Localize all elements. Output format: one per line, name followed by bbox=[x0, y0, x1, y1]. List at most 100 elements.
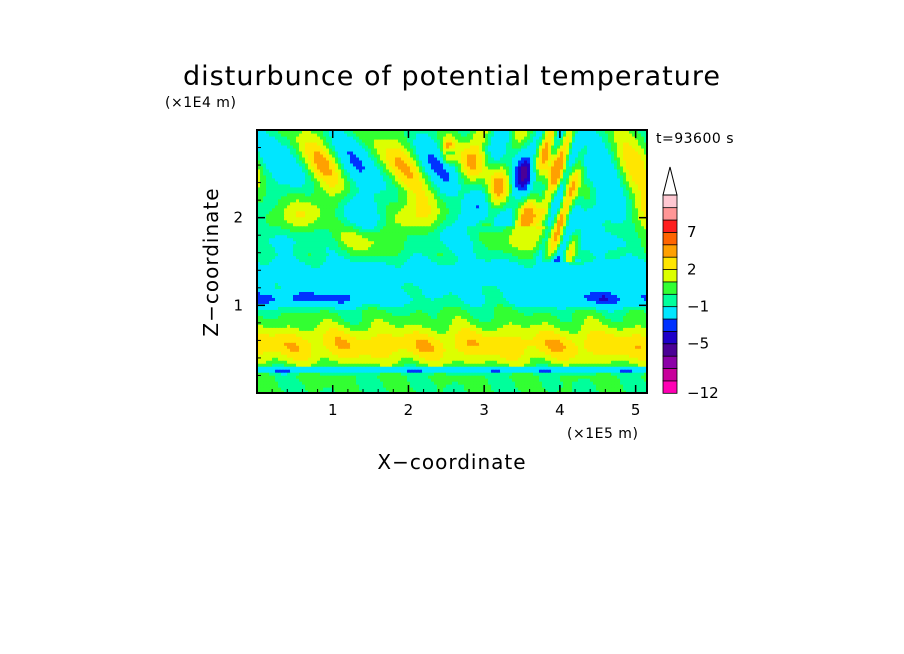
heatmap-cell bbox=[323, 318, 327, 322]
heatmap-cell bbox=[266, 372, 270, 376]
heatmap-cell bbox=[278, 351, 282, 355]
heatmap-cell bbox=[413, 351, 417, 355]
heatmap-cell bbox=[368, 339, 372, 343]
heatmap-cell bbox=[494, 387, 498, 391]
heatmap-cell bbox=[542, 342, 546, 346]
heatmap-cell bbox=[425, 327, 429, 331]
heatmap-cell bbox=[479, 375, 483, 379]
heatmap-cell bbox=[485, 321, 489, 325]
heatmap-cell bbox=[455, 318, 459, 322]
heatmap-cell bbox=[386, 354, 390, 358]
heatmap-cell bbox=[452, 333, 456, 337]
heatmap-cell bbox=[311, 336, 315, 340]
heatmap-cell bbox=[296, 378, 300, 382]
heatmap-cell bbox=[389, 330, 393, 334]
heatmap-cell bbox=[521, 369, 525, 373]
heatmap-cell bbox=[443, 327, 447, 331]
heatmap-cell bbox=[605, 372, 609, 376]
heatmap-cell bbox=[596, 387, 600, 391]
heatmap-cell bbox=[389, 351, 393, 355]
heatmap-cell bbox=[476, 357, 480, 361]
heatmap-cell bbox=[521, 342, 525, 346]
heatmap-cell bbox=[395, 333, 399, 337]
heatmap-cell bbox=[374, 342, 378, 346]
heatmap-cell bbox=[602, 378, 606, 382]
heatmap-cell bbox=[479, 318, 483, 322]
heatmap-cell bbox=[344, 339, 348, 343]
heatmap-cell bbox=[599, 345, 603, 349]
heatmap-cell bbox=[413, 339, 417, 343]
heatmap-cell bbox=[305, 345, 309, 349]
heatmap-cell bbox=[311, 324, 315, 328]
heatmap-cell bbox=[605, 318, 609, 322]
heatmap-cell bbox=[566, 360, 570, 364]
heatmap-cell bbox=[419, 363, 423, 367]
heatmap-cell bbox=[518, 339, 522, 343]
heatmap-cell bbox=[281, 375, 285, 379]
heatmap-cell bbox=[335, 387, 339, 391]
heatmap-cell bbox=[344, 327, 348, 331]
heatmap-cell bbox=[329, 321, 333, 325]
heatmap-cell bbox=[419, 369, 423, 373]
heatmap-cell bbox=[563, 348, 567, 352]
heatmap-cell bbox=[284, 378, 288, 382]
heatmap-cell bbox=[515, 348, 519, 352]
heatmap-cell bbox=[623, 354, 627, 358]
heatmap-cell bbox=[611, 369, 615, 373]
heatmap-cell bbox=[434, 390, 438, 393]
heatmap-cell bbox=[314, 387, 318, 391]
heatmap-cell bbox=[611, 366, 615, 370]
heatmap-cell bbox=[542, 327, 546, 331]
heatmap-cell bbox=[635, 327, 639, 331]
heatmap-cell bbox=[557, 384, 561, 388]
heatmap-cell bbox=[464, 348, 468, 352]
heatmap-cell bbox=[284, 381, 288, 385]
heatmap-cell bbox=[527, 363, 531, 367]
heatmap-cell bbox=[368, 318, 372, 322]
heatmap-cell bbox=[440, 333, 444, 337]
heatmap-cell bbox=[392, 348, 396, 352]
heatmap-cell bbox=[446, 318, 450, 322]
heatmap-cell bbox=[302, 378, 306, 382]
heatmap-cell bbox=[320, 384, 324, 388]
heatmap-cell bbox=[611, 351, 615, 355]
heatmap-cell bbox=[359, 327, 363, 331]
heatmap-cell bbox=[644, 336, 647, 340]
heatmap-cell bbox=[554, 387, 558, 391]
heatmap-cell bbox=[614, 378, 618, 382]
heatmap-cell bbox=[296, 315, 300, 319]
heatmap-cell bbox=[269, 384, 273, 388]
heatmap-cell bbox=[398, 339, 402, 343]
heatmap-cell bbox=[569, 318, 573, 322]
heatmap-cell bbox=[581, 375, 585, 379]
heatmap-cell bbox=[569, 342, 573, 346]
heatmap-cell bbox=[347, 369, 351, 373]
heatmap-cell bbox=[386, 315, 390, 319]
heatmap-cell bbox=[383, 378, 387, 382]
heatmap-cell bbox=[377, 330, 381, 334]
heatmap-cell bbox=[359, 387, 363, 391]
heatmap-cell bbox=[284, 339, 288, 343]
heatmap-cell bbox=[362, 330, 366, 334]
heatmap-cell bbox=[593, 318, 597, 322]
heatmap-cell bbox=[452, 384, 456, 388]
heatmap-cell bbox=[329, 330, 333, 334]
heatmap-cell bbox=[620, 354, 624, 358]
heatmap-cell bbox=[302, 351, 306, 355]
heatmap-cell bbox=[599, 366, 603, 370]
heatmap-cell bbox=[278, 384, 282, 388]
heatmap-cell bbox=[521, 384, 525, 388]
heatmap-cell bbox=[623, 381, 627, 385]
heatmap-cell bbox=[527, 357, 531, 361]
heatmap-cell bbox=[275, 345, 279, 349]
heatmap-cell bbox=[290, 345, 294, 349]
heatmap-cell bbox=[314, 378, 318, 382]
heatmap-cell bbox=[602, 360, 606, 364]
heatmap-cell bbox=[365, 357, 369, 361]
heatmap-cell bbox=[554, 366, 558, 370]
heatmap-cell bbox=[632, 387, 636, 391]
heatmap-cell bbox=[296, 336, 300, 340]
heatmap-cell bbox=[413, 357, 417, 361]
heatmap-cell bbox=[374, 384, 378, 388]
heatmap-cell bbox=[293, 345, 297, 349]
